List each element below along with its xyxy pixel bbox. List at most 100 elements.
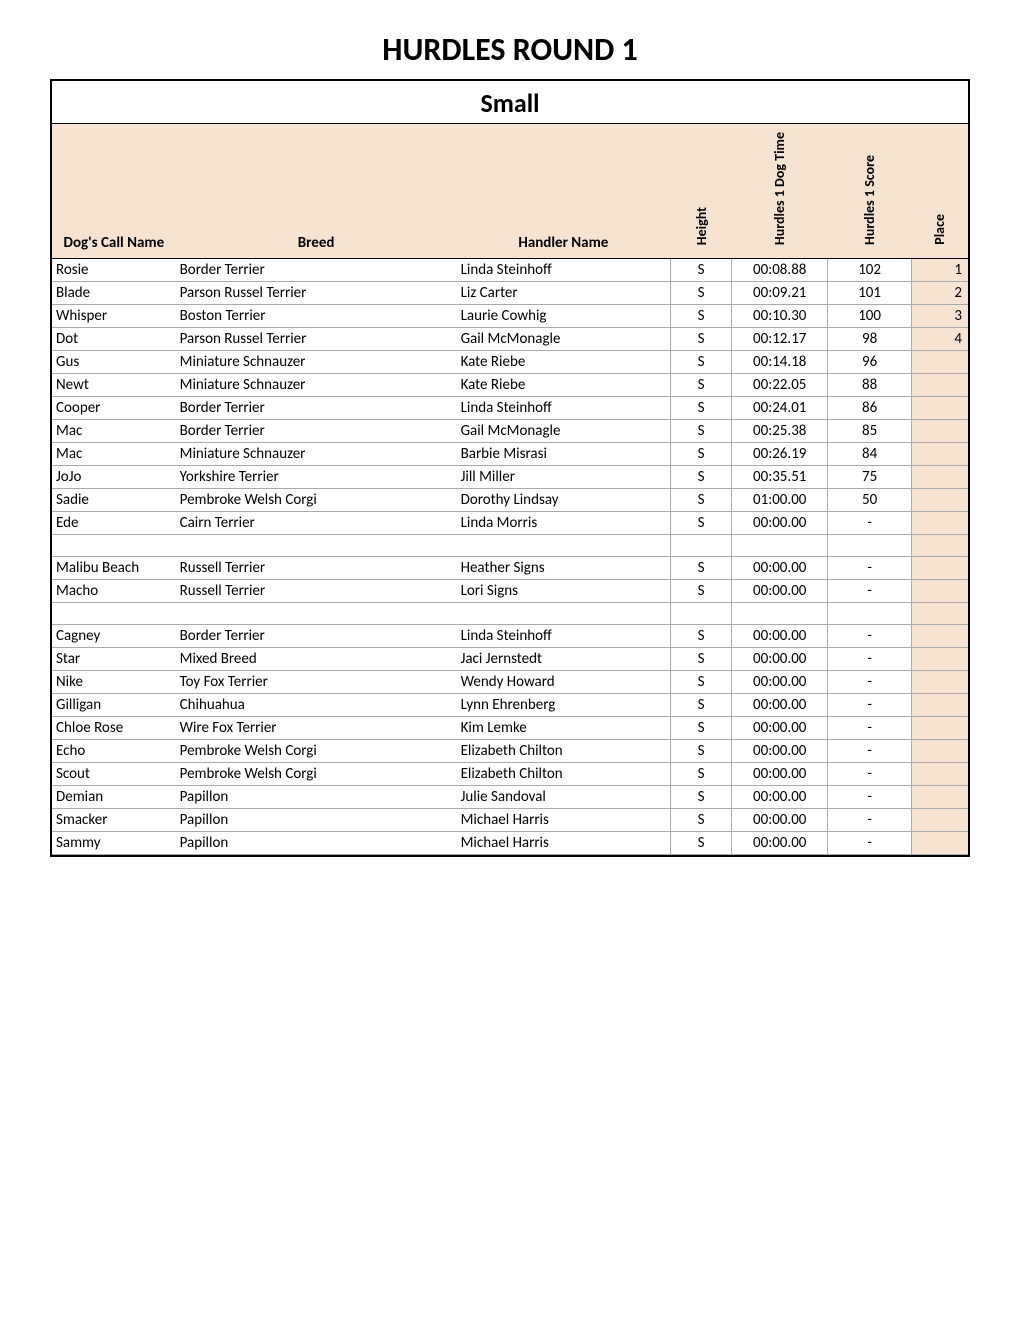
cell-height: S [670, 763, 732, 786]
cell-time: 01:00.00 [732, 489, 828, 512]
cell-height: S [670, 351, 732, 374]
cell-name: Malibu Beach [52, 557, 176, 580]
cell-breed: Russell Terrier [176, 580, 457, 603]
cell-handler: Gail McMonagle [457, 328, 671, 351]
cell-score: - [827, 717, 911, 740]
section-title: Small [52, 81, 968, 124]
table-row: ScoutPembroke Welsh CorgiElizabeth Chilt… [52, 763, 968, 786]
cell-handler: Kate Riebe [457, 374, 671, 397]
table-row: SmackerPapillonMichael HarrisS00:00.00- [52, 809, 968, 832]
cell-score: 84 [827, 443, 911, 466]
table-row: GusMiniature SchnauzerKate RiebeS00:14.1… [52, 351, 968, 374]
cell-name: Newt [52, 374, 176, 397]
cell-name: Gus [52, 351, 176, 374]
cell-score: 102 [827, 259, 911, 282]
col-breed: Breed [176, 124, 457, 259]
cell-handler: Heather Signs [457, 557, 671, 580]
cell-name: Nike [52, 671, 176, 694]
cell-name: Sammy [52, 832, 176, 855]
cell-score: - [827, 580, 911, 603]
cell-name: JoJo [52, 466, 176, 489]
cell-time: 00:09.21 [732, 282, 828, 305]
cell-name [52, 535, 176, 557]
cell-handler: Lori Signs [457, 580, 671, 603]
col-name: Dog's Call Name [52, 124, 176, 259]
cell-place [912, 489, 968, 512]
cell-score: 98 [827, 328, 911, 351]
cell-height: S [670, 740, 732, 763]
table-row: SammyPapillonMichael HarrisS00:00.00- [52, 832, 968, 855]
cell-name: Echo [52, 740, 176, 763]
col-place: Place [912, 124, 968, 259]
cell-height: S [670, 625, 732, 648]
cell-handler: Jaci Jernstedt [457, 648, 671, 671]
cell-score [827, 535, 911, 557]
cell-height [670, 603, 732, 625]
cell-score: - [827, 832, 911, 855]
cell-handler: Linda Morris [457, 512, 671, 535]
table-row [52, 535, 968, 557]
cell-place [912, 603, 968, 625]
cell-handler [457, 535, 671, 557]
cell-height: S [670, 580, 732, 603]
cell-breed [176, 603, 457, 625]
cell-place [912, 694, 968, 717]
table-row: SadiePembroke Welsh CorgiDorothy Lindsay… [52, 489, 968, 512]
table-row: WhisperBoston TerrierLaurie CowhigS00:10… [52, 305, 968, 328]
cell-name: Mac [52, 443, 176, 466]
table-row: CagneyBorder TerrierLinda SteinhoffS00:0… [52, 625, 968, 648]
cell-time [732, 535, 828, 557]
cell-score: - [827, 557, 911, 580]
cell-handler: Michael Harris [457, 809, 671, 832]
cell-place [912, 832, 968, 855]
cell-handler: Elizabeth Chilton [457, 763, 671, 786]
cell-time: 00:22.05 [732, 374, 828, 397]
table-row: MachoRussell TerrierLori SignsS00:00.00- [52, 580, 968, 603]
cell-name: Gilligan [52, 694, 176, 717]
cell-score: - [827, 740, 911, 763]
cell-place: 2 [912, 282, 968, 305]
cell-name: Sadie [52, 489, 176, 512]
cell-score: - [827, 671, 911, 694]
cell-height [670, 535, 732, 557]
results-box: Small Dog's Call Name Breed Handler Name… [50, 79, 970, 857]
cell-name: Smacker [52, 809, 176, 832]
cell-breed: Papillon [176, 786, 457, 809]
cell-place: 1 [912, 259, 968, 282]
cell-place [912, 512, 968, 535]
cell-breed: Miniature Schnauzer [176, 351, 457, 374]
cell-handler [457, 603, 671, 625]
table-row: Malibu BeachRussell TerrierHeather Signs… [52, 557, 968, 580]
cell-height: S [670, 717, 732, 740]
cell-breed: Pembroke Welsh Corgi [176, 763, 457, 786]
cell-place [912, 763, 968, 786]
cell-time: 00:12.17 [732, 328, 828, 351]
cell-time: 00:00.00 [732, 809, 828, 832]
table-row: NewtMiniature SchnauzerKate RiebeS00:22.… [52, 374, 968, 397]
cell-height: S [670, 557, 732, 580]
cell-height: S [670, 809, 732, 832]
cell-place [912, 397, 968, 420]
table-row: JoJoYorkshire TerrierJill MillerS00:35.5… [52, 466, 968, 489]
cell-name: Macho [52, 580, 176, 603]
table-row: StarMixed BreedJaci JernstedtS00:00.00- [52, 648, 968, 671]
cell-breed: Papillon [176, 832, 457, 855]
col-handler: Handler Name [457, 124, 671, 259]
cell-height: S [670, 786, 732, 809]
table-row: Chloe RoseWire Fox TerrierKim LemkeS00:0… [52, 717, 968, 740]
cell-height: S [670, 648, 732, 671]
cell-breed: Pembroke Welsh Corgi [176, 489, 457, 512]
table-row: MacMiniature SchnauzerBarbie MisrasiS00:… [52, 443, 968, 466]
cell-score [827, 603, 911, 625]
cell-score: 101 [827, 282, 911, 305]
cell-time: 00:24.01 [732, 397, 828, 420]
cell-place [912, 648, 968, 671]
cell-name: Demian [52, 786, 176, 809]
cell-time: 00:00.00 [732, 717, 828, 740]
cell-time: 00:35.51 [732, 466, 828, 489]
cell-height: S [670, 694, 732, 717]
cell-height: S [670, 466, 732, 489]
cell-handler: Linda Steinhoff [457, 259, 671, 282]
cell-time: 00:00.00 [732, 740, 828, 763]
cell-place [912, 466, 968, 489]
